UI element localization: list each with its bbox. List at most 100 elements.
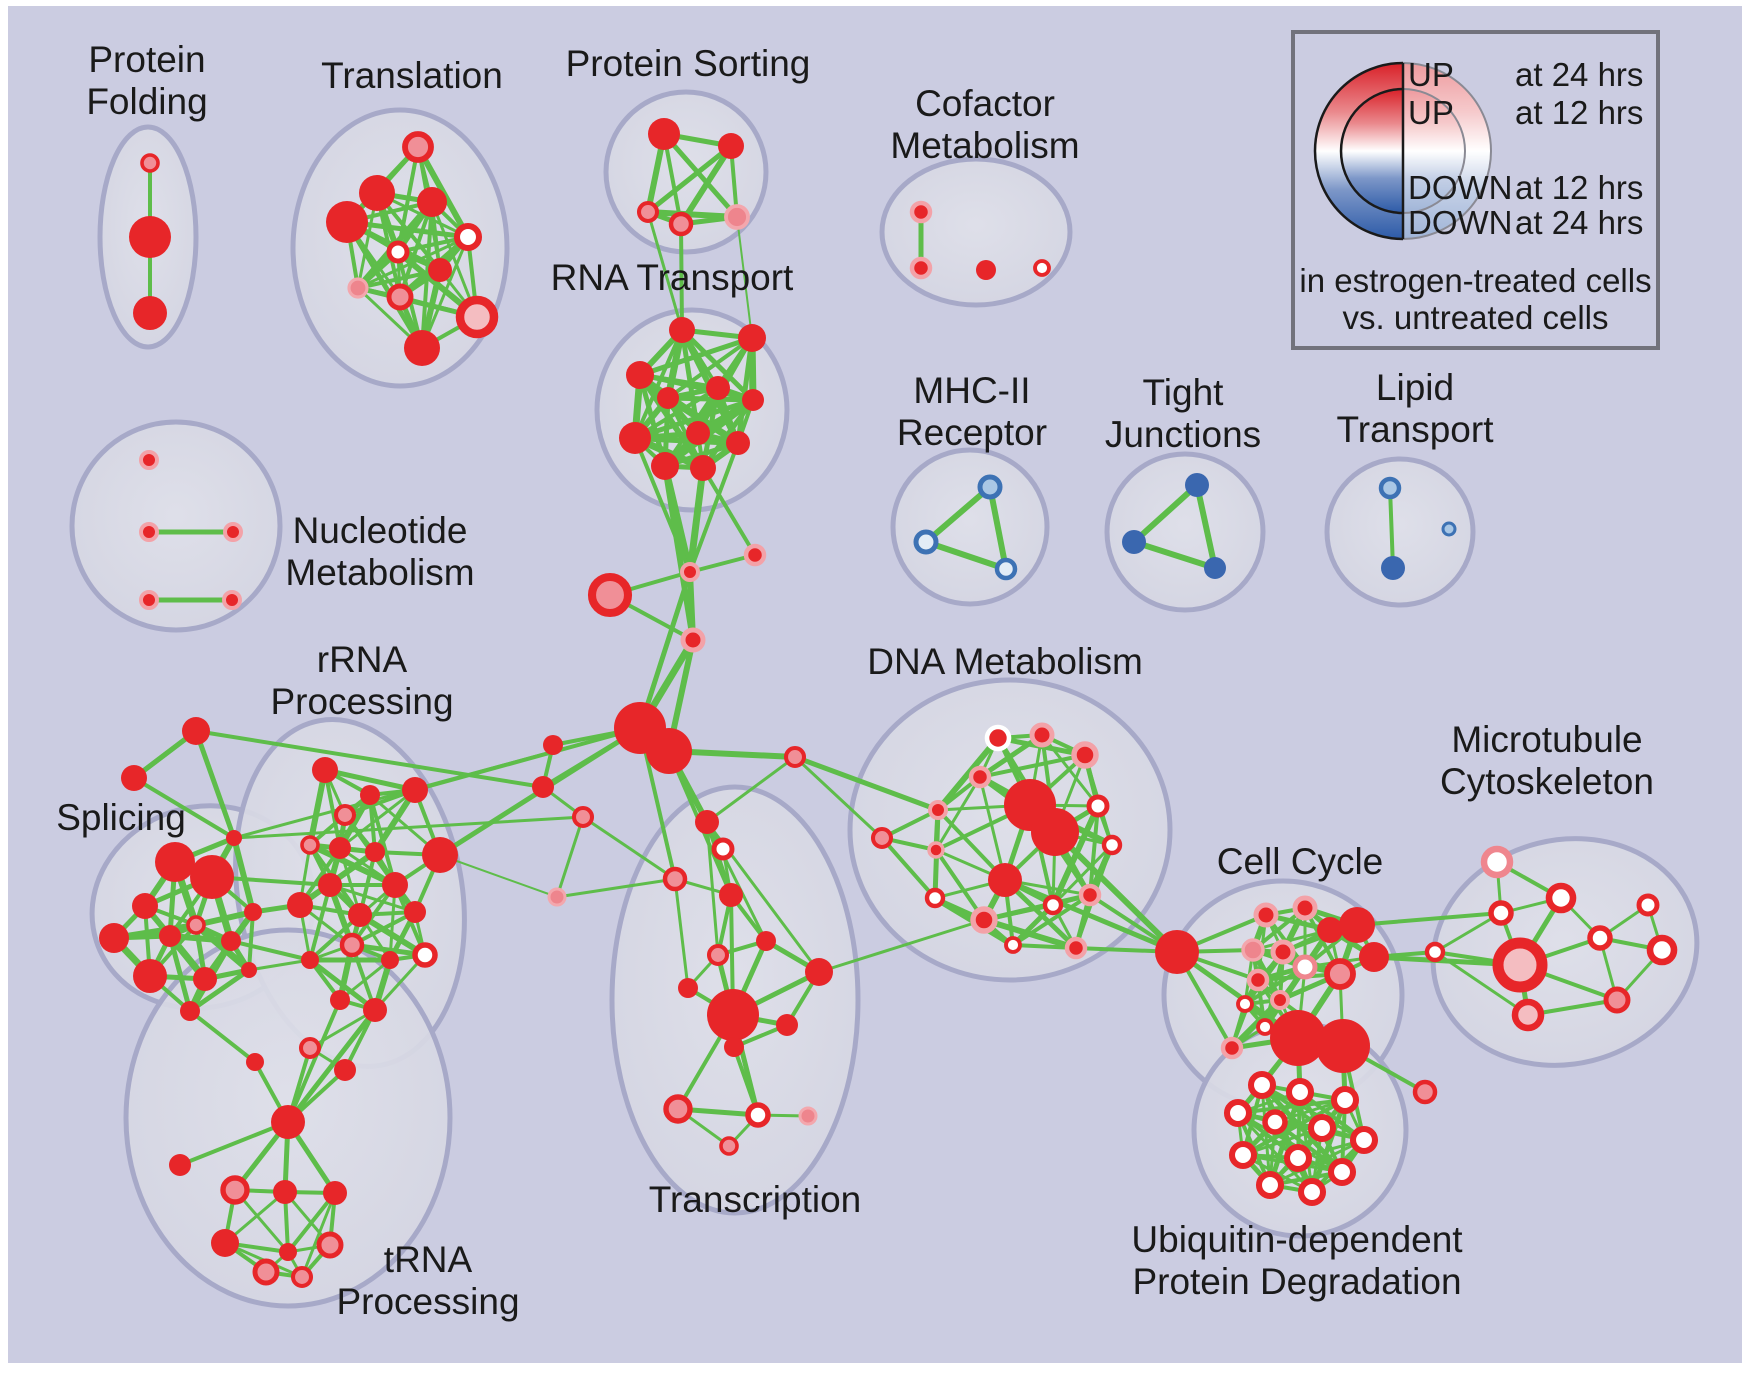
edge-dna-metabolism (880, 836, 937, 900)
gene-node (798, 1106, 818, 1126)
edge-tight-junctions (1194, 482, 1218, 571)
gene-node (121, 765, 147, 791)
edge-rna-transport (633, 328, 684, 440)
gene-node (668, 211, 694, 237)
gene-node (988, 863, 1022, 897)
edge-rrna-processing (328, 883, 417, 914)
edge-backbone (637, 569, 693, 731)
gene-node (290, 1265, 314, 1289)
cluster-label-protein-folding: Protein (88, 39, 205, 80)
gene-node (300, 835, 320, 855)
legend-direction-label: UP (1408, 94, 1454, 131)
inter-cluster-edge (705, 755, 797, 824)
cluster-label-rrna-processing: rRNA (317, 639, 408, 680)
cluster-label-splicing: Splicing (56, 797, 186, 838)
inter-cluster-edge (701, 466, 757, 557)
gene-node (719, 1136, 739, 1156)
edge-rrna-processing (308, 883, 332, 962)
gene-node (711, 837, 735, 861)
cluster-label-lipid-transport: Lipid (1376, 367, 1454, 408)
gene-node (1441, 521, 1457, 537)
edge-dna-metabolism (978, 775, 1007, 882)
gene-node (646, 728, 692, 774)
gene-node (976, 260, 996, 280)
inter-cluster-edge (688, 441, 740, 574)
inter-cluster-edge (1355, 911, 1503, 927)
edge-rna-transport (735, 335, 755, 446)
cluster-ellipse-nucleotide-metabolism (69, 419, 283, 633)
gene-node (1327, 1157, 1357, 1187)
edge-splicing (231, 835, 256, 915)
gene-node (1339, 907, 1375, 943)
gene-node (1511, 998, 1545, 1032)
edge-protein-sorting (645, 209, 740, 220)
gene-node (412, 942, 438, 968)
edge-rna-transport (637, 335, 755, 378)
cluster-label-lipid-transport: Transport (1337, 409, 1495, 450)
gene-node (1155, 930, 1199, 974)
gene-node (909, 256, 933, 280)
gene-node (1603, 986, 1631, 1014)
gene-node (532, 776, 554, 798)
gene-node (1236, 995, 1254, 1013)
gene-node (718, 133, 744, 159)
gene-node (132, 893, 158, 919)
gene-node (226, 830, 242, 846)
cluster-label-nucleotide-metabolism: Metabolism (285, 552, 474, 593)
cluster-label-trna-processing: Processing (336, 1281, 519, 1322)
gene-node (1270, 990, 1290, 1010)
cluster-label-tight-junctions: Tight (1143, 372, 1225, 413)
inter-cluster-edge (817, 918, 986, 974)
gene-node (1246, 968, 1270, 992)
gene-node (1297, 1177, 1327, 1207)
gene-node (707, 989, 759, 1041)
edge-ubiquitin-degradation (1236, 1111, 1344, 1174)
gene-node (428, 258, 452, 282)
gene-node (695, 810, 719, 834)
gene-node (968, 765, 992, 789)
gene-node (1064, 936, 1088, 960)
gene-node (970, 906, 998, 934)
gene-node (1545, 882, 1577, 914)
gene-node (726, 431, 750, 455)
gene-node (1316, 1019, 1370, 1073)
cluster-label-dna-metabolism: DNA Metabolism (867, 641, 1143, 682)
cluster-label-microtubule-cytoskeleton: Microtubule (1451, 719, 1642, 760)
gene-node (159, 925, 181, 947)
gene-node (1223, 1098, 1253, 1128)
gene-node (1381, 556, 1405, 580)
gene-node (190, 855, 234, 899)
gene-node (1488, 900, 1514, 926)
gene-node (279, 1243, 297, 1261)
edge-rna-transport (666, 336, 754, 400)
inter-cluster-edge (679, 222, 684, 332)
gene-node (386, 283, 414, 311)
edge-splicing (132, 776, 236, 840)
gene-node (221, 931, 241, 951)
gene-node (706, 376, 730, 400)
gene-node (870, 826, 894, 850)
edge-dna-metabolism (935, 735, 1001, 813)
gene-node (1256, 1018, 1274, 1036)
gene-node (1228, 1140, 1258, 1170)
node-layer (99, 118, 1678, 1289)
edge-dna-metabolism (1051, 843, 1114, 907)
inter-cluster-edge (188, 1009, 257, 1064)
gene-node (1283, 1143, 1313, 1173)
cluster-label-cell-cycle: Cell Cycle (1217, 841, 1384, 882)
edge-rrna-processing (323, 768, 342, 850)
gene-node (1185, 473, 1209, 497)
inter-cluster-edge (194, 729, 545, 789)
gene-node (455, 295, 499, 339)
edge-trna-processing (178, 1120, 290, 1167)
gene-node (724, 1037, 744, 1057)
gene-node (139, 450, 159, 470)
gene-node (318, 873, 342, 897)
edge-mhc-ii-receptor (923, 484, 993, 545)
edge-ubiquitin-degradation (1236, 1098, 1347, 1115)
gene-node (404, 330, 440, 366)
gene-node (657, 387, 679, 409)
gene-node (99, 923, 129, 953)
inter-cluster-edge (285, 1007, 378, 1125)
